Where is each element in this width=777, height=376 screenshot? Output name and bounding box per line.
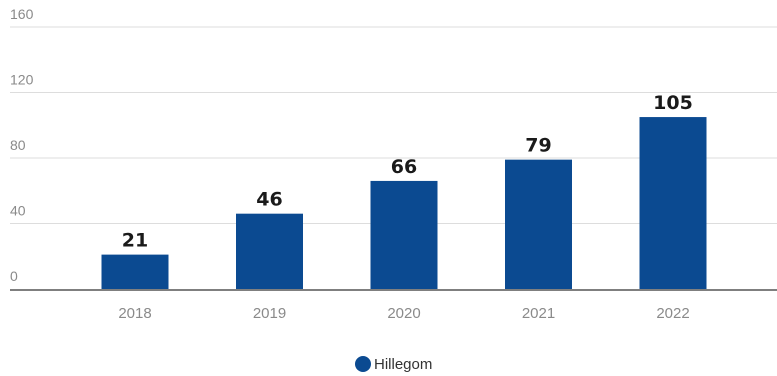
data-label-2018: 21 xyxy=(122,230,148,252)
x-tick-label: 2021 xyxy=(522,305,555,322)
data-label-2019: 46 xyxy=(256,189,282,211)
y-tick-label: 80 xyxy=(10,137,26,153)
x-tick-label: 2022 xyxy=(656,305,689,322)
bar-2021 xyxy=(505,160,572,289)
data-label-2020: 66 xyxy=(391,156,417,178)
y-tick-label: 40 xyxy=(10,203,26,219)
y-tick-label: 120 xyxy=(10,72,34,88)
legend: Hillegom xyxy=(355,356,432,373)
data-label-2021: 79 xyxy=(525,135,551,157)
x-tick-label: 2019 xyxy=(253,305,286,322)
bar-2019 xyxy=(236,214,303,289)
y-axis-tick-labels: 0 40 80 120 160 xyxy=(10,6,34,284)
y-tick-label: 160 xyxy=(10,6,34,22)
x-axis-tick-labels: 2018 2019 2020 2021 2022 xyxy=(118,305,689,322)
x-tick-label: 2020 xyxy=(387,305,420,322)
legend-swatch-icon xyxy=(355,356,371,372)
bar-2020 xyxy=(371,181,438,289)
bars xyxy=(102,117,707,289)
bar-2018 xyxy=(102,255,169,289)
legend-label: Hillegom xyxy=(374,356,432,373)
data-label-2022: 105 xyxy=(653,92,693,114)
bar-2022 xyxy=(640,117,707,289)
x-tick-label: 2018 xyxy=(118,305,151,322)
y-tick-label: 0 xyxy=(10,268,18,284)
